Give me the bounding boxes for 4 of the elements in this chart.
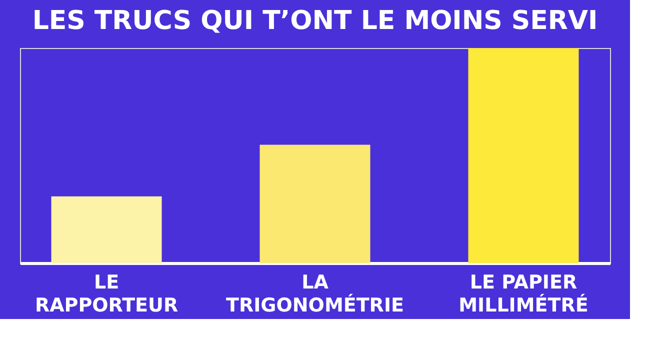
chart-title: LES TRUCS QUI T’ONT LE MOINS SERVI [32,6,598,36]
x-tick-label: LE RAPPORTEUR [34,272,178,316]
x-tick-label: LA TRIGONOMÉTRIE [226,272,404,316]
x-tick-label: LE PAPIER MILLIMÉTRÉ [458,272,588,316]
